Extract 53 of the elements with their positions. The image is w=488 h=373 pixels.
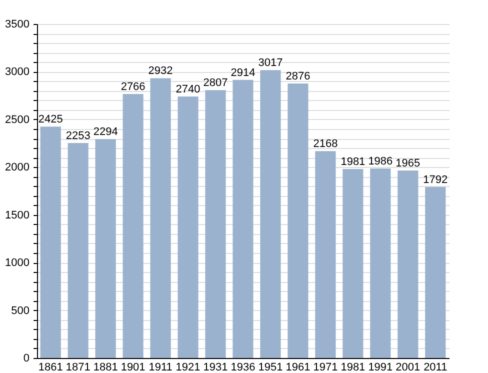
bar [315, 151, 336, 358]
x-tick-label: 2011 [424, 362, 448, 373]
data-label: 2876 [286, 70, 310, 83]
x-tick-label: 1931 [203, 362, 228, 373]
data-label: 1792 [423, 174, 448, 186]
y-tick-label: 1000 [5, 257, 30, 270]
y-tick-label: 3000 [5, 66, 30, 78]
data-label: 3017 [258, 57, 283, 70]
x-tick-label: 1936 [230, 362, 256, 373]
data-label: 2168 [313, 138, 338, 150]
x-tick-label: 1971 [313, 362, 338, 373]
bar [288, 84, 308, 358]
data-label: 2807 [203, 77, 228, 90]
data-label: 2914 [230, 66, 256, 79]
data-label: 1981 [340, 156, 366, 168]
x-tick-label: 1861 [38, 362, 63, 373]
bar [342, 168, 364, 358]
bar [398, 170, 418, 358]
bar [122, 94, 144, 358]
y-tick-label: 500 [11, 304, 30, 317]
y-tick-label: 3500 [5, 18, 30, 30]
bar [260, 70, 281, 358]
bar [150, 78, 171, 358]
bar [95, 139, 116, 358]
x-tick-label: 2001 [396, 362, 420, 373]
x-tick-label: 1991 [368, 362, 393, 373]
bar [40, 126, 61, 358]
bar [370, 168, 391, 358]
data-label: 2425 [38, 114, 63, 126]
data-label: 2766 [120, 81, 146, 94]
data-label: 2294 [93, 126, 118, 138]
data-label: 2932 [148, 65, 173, 78]
x-tick-label: 1901 [120, 362, 146, 373]
y-tick-label: 1500 [5, 209, 30, 222]
bar [68, 143, 88, 358]
y-tick-label: 0 [23, 352, 30, 364]
data-label: 2740 [176, 84, 200, 96]
bar [178, 96, 198, 358]
x-tick-label: 1951 [258, 362, 283, 373]
x-tick-label: 1921 [176, 362, 200, 373]
data-label: 2253 [66, 130, 90, 142]
data-label: 1965 [396, 157, 420, 170]
data-label: 1986 [368, 155, 393, 168]
x-tick-label: 1981 [340, 362, 366, 373]
y-tick-label: 2000 [5, 162, 30, 174]
bar [232, 80, 254, 358]
x-tick-label: 1961 [286, 362, 310, 373]
bar [205, 90, 226, 358]
x-tick-label: 1911 [148, 362, 172, 373]
x-tick-label: 1871 [66, 362, 90, 373]
bar [425, 186, 446, 358]
y-tick-label: 2500 [5, 114, 30, 126]
x-tick-label: 1881 [93, 362, 118, 373]
